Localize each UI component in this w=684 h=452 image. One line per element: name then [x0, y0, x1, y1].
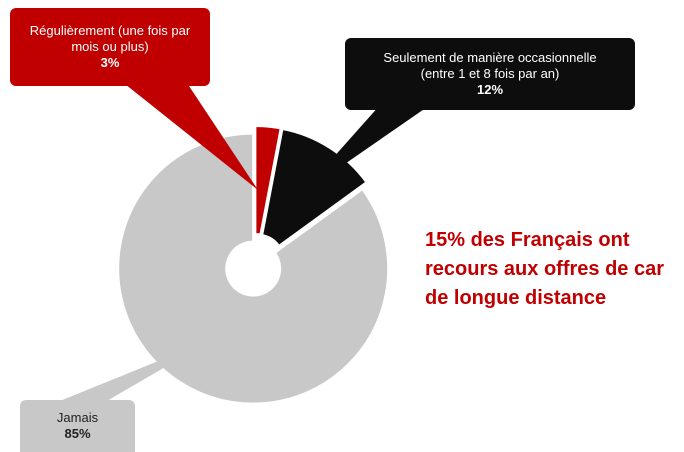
value-label: 85%: [64, 426, 91, 441]
callout: Jamais 85%: [20, 400, 135, 452]
slice-label: Seulement de manière occasionnelle (entr…: [383, 50, 597, 81]
slice-label: Régulièrement (une fois par mois ou plus…: [29, 23, 191, 54]
slice: [117, 132, 390, 405]
callout-pointer: [120, 80, 258, 190]
callout: Régulièrement (une fois par mois ou plus…: [10, 8, 210, 86]
slice: [254, 125, 282, 236]
value-label: 12%: [476, 82, 504, 97]
callout: Seulement de manière occasionnelle (entr…: [345, 38, 635, 110]
slice-label: Jamais: [56, 410, 99, 425]
callout-pointer: [300, 105, 430, 195]
value-label: 3%: [100, 55, 120, 70]
annotation: 15% des Français ont recours aux offres …: [425, 229, 664, 309]
callout-pointer: [50, 338, 215, 405]
